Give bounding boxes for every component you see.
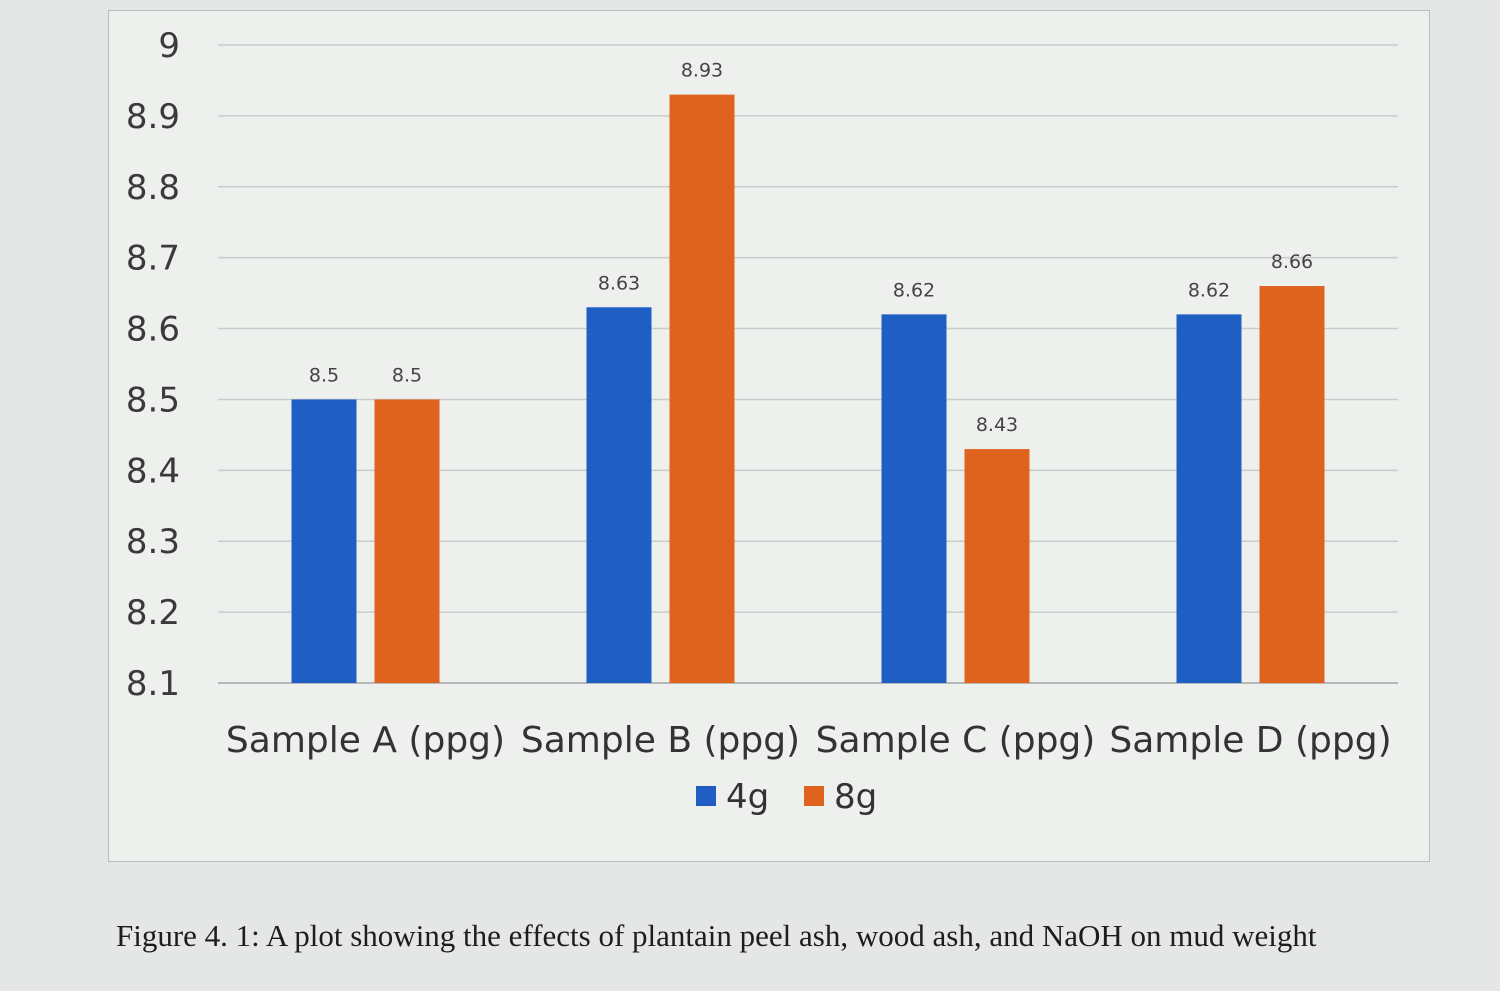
y-tick-label: 8.1 (126, 664, 180, 704)
bar (1259, 286, 1325, 683)
bar (881, 314, 947, 683)
y-tick-label: 8.7 (126, 239, 180, 279)
y-tick-label: 9 (158, 26, 180, 66)
y-tick-label: 8.5 (126, 380, 180, 420)
bar (374, 399, 440, 683)
bar (964, 449, 1030, 683)
x-tick-label: Sample C (ppg) (816, 720, 1096, 761)
legend-swatch (804, 786, 824, 806)
y-tick-label: 8.2 (126, 593, 180, 633)
y-tick-label: 8.4 (126, 451, 180, 491)
y-tick-label: 8.3 (126, 522, 180, 562)
bar (1176, 314, 1242, 683)
data-label: 8.93 (681, 60, 723, 82)
y-tick-label: 8.8 (126, 168, 180, 208)
data-label: 8.62 (1188, 279, 1230, 301)
x-tick-label: Sample D (ppg) (1109, 720, 1391, 761)
legend-swatch (696, 786, 716, 806)
y-tick-label: 8.6 (126, 310, 180, 350)
x-tick-label: Sample A (ppg) (226, 720, 505, 761)
y-tick-label: 8.9 (126, 97, 180, 137)
bar (669, 94, 735, 684)
data-label: 8.63 (598, 272, 640, 294)
data-label: 8.62 (893, 279, 935, 301)
data-label: 8.5 (392, 364, 422, 386)
bar (291, 399, 357, 683)
data-label: 8.5 (309, 364, 339, 386)
bar (586, 307, 652, 683)
legend-label: 4g (726, 777, 769, 817)
figure-caption: Figure 4. 1: A plot showing the effects … (116, 918, 1317, 953)
data-label: 8.66 (1271, 251, 1313, 273)
x-tick-label: Sample B (ppg) (521, 720, 800, 761)
legend-label: 8g (834, 777, 877, 817)
data-label: 8.43 (976, 414, 1018, 436)
